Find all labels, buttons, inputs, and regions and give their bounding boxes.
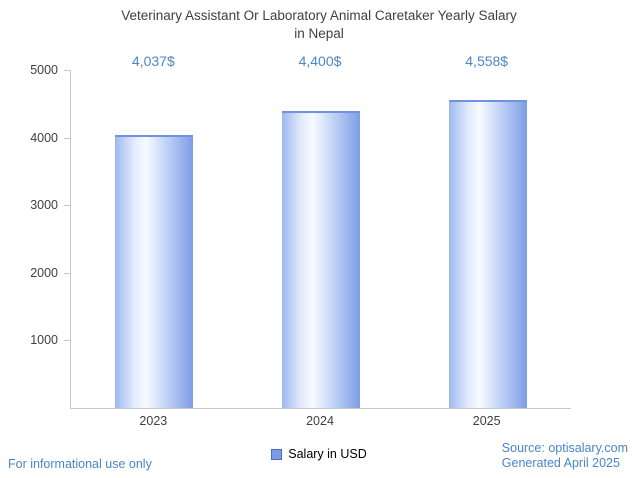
y-tick-label: 2000	[30, 265, 58, 280]
legend: Salary in USD	[0, 447, 638, 461]
bar-2025	[448, 99, 527, 408]
plot-area	[64, 70, 571, 409]
bar-2023	[115, 135, 194, 408]
x-tick-label: 2024	[306, 414, 334, 428]
chart-title-line1: Veterinary Assistant Or Laboratory Anima…	[121, 8, 517, 23]
value-label-row: 4,037$ 4,400$ 4,558$	[70, 53, 570, 69]
y-tick-mark	[64, 137, 71, 139]
x-axis-labels: 2023 2024 2025	[70, 414, 570, 428]
disclaimer-text: For informational use only	[8, 457, 152, 471]
y-tick-mark	[64, 340, 71, 342]
chart-title: Veterinary Assistant Or Laboratory Anima…	[0, 7, 638, 43]
y-tick-label: 3000	[30, 198, 58, 213]
bar-cell	[238, 70, 405, 408]
footer-attribution: Source: optisalary.com Generated April 2…	[502, 441, 628, 471]
bar-value-label: 4,400$	[298, 53, 342, 69]
y-tick-mark	[64, 272, 71, 274]
generated-date: Generated April 2025	[501, 456, 620, 470]
bar-cell	[404, 70, 571, 408]
source-link[interactable]: Source: optisalary.com	[501, 441, 628, 455]
chart-title-line2: in Nepal	[294, 26, 344, 42]
bar-value-label: 4,558$	[465, 53, 509, 69]
bar-2024	[282, 110, 360, 408]
legend-swatch-icon	[271, 448, 283, 460]
legend-label: Salary in USD	[288, 447, 367, 461]
y-tick-mark	[64, 70, 71, 71]
x-tick-label: 2025	[472, 414, 501, 428]
y-axis-labels: 1000 2000 3000 4000 5000	[0, 63, 70, 408]
bar-value-label: 4,037$	[131, 53, 175, 69]
y-tick-label: 4000	[30, 130, 58, 145]
bar-cell	[71, 70, 238, 408]
y-tick-mark	[64, 205, 71, 207]
y-tick-label: 5000	[30, 63, 58, 77]
y-tick-label: 1000	[30, 333, 58, 348]
x-tick-label: 2023	[139, 414, 168, 428]
